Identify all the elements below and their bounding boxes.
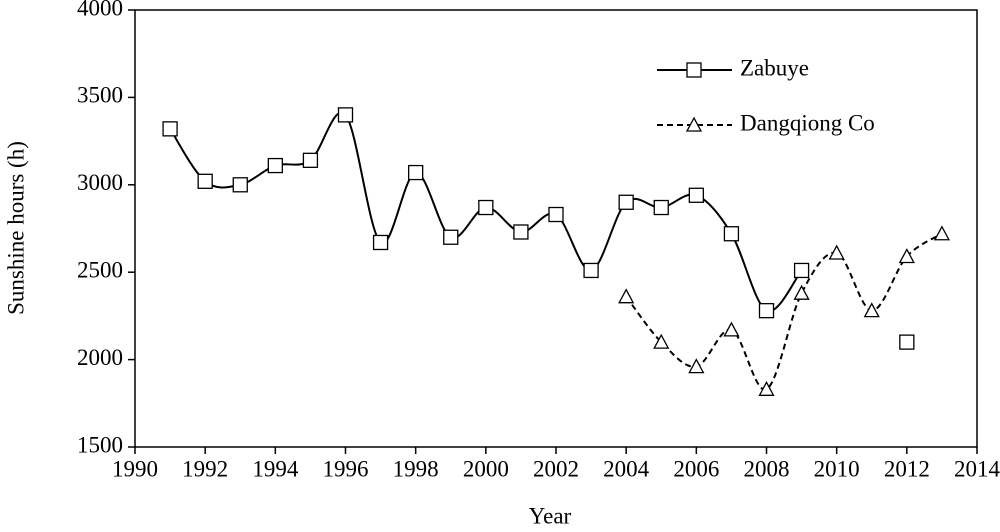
marker-triangle — [828, 244, 845, 260]
marker-square — [513, 224, 529, 240]
marker-square — [793, 262, 810, 279]
y-tick-label: 1500 — [77, 432, 123, 457]
marker-square — [478, 199, 494, 216]
x-tick-label: 2006 — [673, 456, 719, 481]
x-tick-label: 1992 — [182, 456, 228, 481]
plot-frame — [134, 9, 978, 448]
y-tick-label: 2000 — [77, 345, 123, 370]
marker-square — [723, 226, 740, 242]
y-tick-label: 3500 — [77, 83, 123, 108]
marker-triangle — [758, 380, 775, 396]
marker-square — [267, 157, 283, 174]
marker-square — [162, 121, 178, 137]
marker-square — [443, 229, 459, 245]
marker-square — [302, 152, 319, 168]
legend-marker — [686, 62, 702, 78]
x-axis-label: Year — [529, 503, 572, 528]
x-tick-label: 1998 — [393, 456, 439, 481]
y-axis-label: Sunshine hours (h) — [3, 141, 28, 315]
x-tick-label: 2002 — [533, 456, 579, 481]
legend-marker — [685, 116, 703, 132]
marker-triangle — [898, 248, 915, 264]
marker-triangle — [723, 321, 740, 337]
x-tick-label: 2012 — [884, 456, 930, 481]
marker-square — [372, 234, 389, 251]
marker-square — [197, 173, 213, 189]
marker-triangle — [618, 288, 635, 304]
x-tick-label: 2008 — [744, 456, 790, 481]
marker-triangle — [688, 358, 705, 374]
marker-square — [548, 206, 564, 223]
x-tick-label: 1994 — [252, 456, 299, 481]
x-tick-label: 2014 — [954, 456, 1000, 481]
marker-triangle — [933, 225, 951, 241]
legend-label: Dangqiong Co — [740, 110, 875, 135]
y-tick-label: 4000 — [77, 0, 123, 20]
x-tick-label: 1990 — [112, 456, 158, 481]
x-tick-label: 2010 — [814, 456, 860, 481]
x-tick-label: 2000 — [463, 456, 509, 481]
y-tick-label: 3000 — [77, 170, 123, 195]
marker-square — [653, 199, 669, 216]
x-tick-label: 1996 — [323, 456, 369, 481]
y-tick-label: 2500 — [77, 257, 123, 282]
marker-square — [618, 194, 634, 210]
marker-square — [337, 107, 354, 123]
marker-square — [899, 334, 915, 350]
marker-square — [408, 164, 424, 181]
marker-square — [688, 187, 704, 203]
x-tick-label: 2004 — [603, 456, 650, 481]
marker-triangle — [653, 333, 670, 349]
legend-label: Zabuye — [740, 55, 809, 80]
marker-square — [232, 177, 248, 193]
marker-triangle — [863, 302, 880, 318]
marker-square — [583, 262, 599, 279]
marker-square — [758, 303, 775, 319]
series-line — [625, 232, 943, 391]
marker-triangle — [793, 284, 810, 300]
